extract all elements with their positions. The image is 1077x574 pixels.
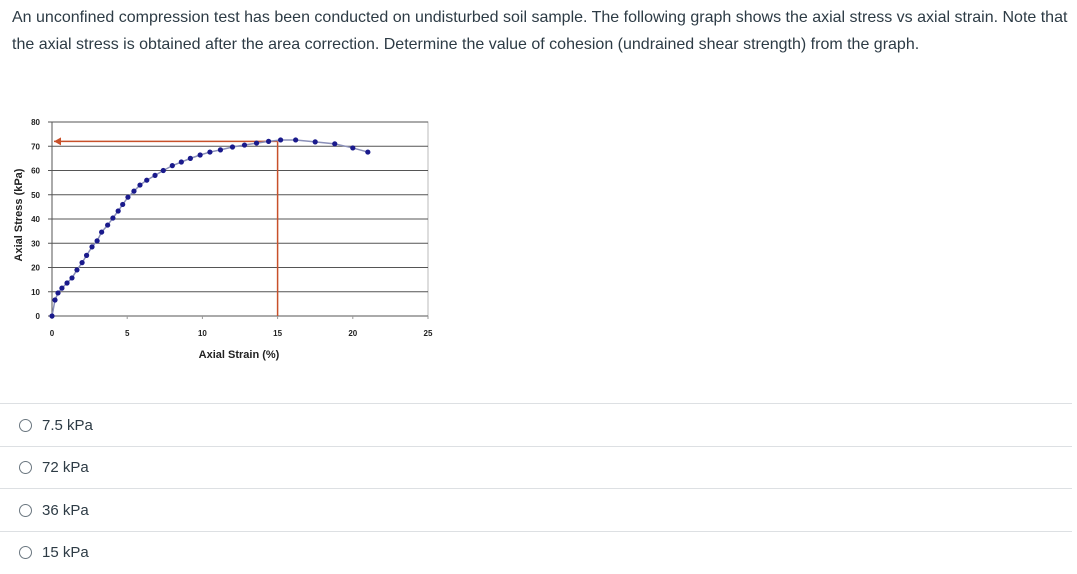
option-label[interactable]: 36 kPa: [42, 501, 89, 519]
y-tick-label: 10: [31, 288, 40, 297]
y-axis-title: Axial Stress (kPa): [13, 168, 25, 261]
x-tick-label: 0: [50, 329, 55, 338]
x-axis-title: Axial Strain (%): [199, 349, 280, 361]
data-point: [253, 140, 260, 146]
data-point: [69, 275, 75, 281]
data-point: [169, 163, 175, 169]
y-tick-label: 80: [31, 118, 40, 127]
data-point: [120, 201, 126, 208]
data-point: [217, 147, 224, 153]
data-point: [125, 194, 131, 200]
radio-button[interactable]: [19, 418, 32, 432]
x-tick-label: 20: [348, 329, 357, 338]
y-tick-label: 50: [31, 191, 40, 200]
data-point: [99, 229, 105, 235]
data-point: [293, 137, 299, 143]
data-point: [207, 149, 213, 155]
answer-option[interactable]: 15 kPa: [0, 530, 1072, 574]
y-tick-label: 70: [31, 142, 40, 151]
data-point: [83, 252, 90, 258]
data-point: [52, 297, 58, 303]
y-tick-label: 0: [36, 312, 41, 321]
data-point: [265, 138, 272, 144]
radio-button[interactable]: [19, 546, 32, 559]
answer-option[interactable]: 72 kPa: [0, 445, 1072, 489]
data-point: [229, 144, 236, 150]
data-point: [59, 285, 65, 291]
data-point: [74, 267, 80, 273]
question-text: An unconfined compression test has been …: [12, 9, 1068, 53]
data-point: [241, 142, 248, 148]
data-point: [49, 313, 55, 319]
y-tick-label: 20: [31, 264, 40, 273]
data-point: [178, 159, 184, 165]
radio-button[interactable]: [19, 461, 32, 474]
y-tick-label: 40: [31, 215, 40, 224]
data-point: [152, 172, 158, 178]
data-point: [79, 260, 85, 266]
radio-button[interactable]: [19, 503, 32, 517]
data-point: [332, 141, 338, 147]
data-point: [187, 155, 193, 161]
data-point: [131, 188, 137, 194]
answer-option[interactable]: 7.5 kPa: [0, 403, 1072, 446]
x-tick-label: 25: [424, 329, 433, 338]
data-point: [278, 137, 284, 143]
option-label[interactable]: 7.5 kPa: [42, 416, 93, 434]
data-point: [197, 152, 203, 158]
data-point: [350, 145, 356, 151]
reference-arrow: [54, 137, 61, 146]
x-tick-label: 5: [125, 329, 130, 338]
option-label[interactable]: 72 kPa: [42, 459, 89, 476]
x-tick-label: 15: [273, 329, 282, 338]
data-point: [144, 177, 150, 183]
data-point: [64, 280, 70, 286]
x-tick-label: 10: [198, 329, 207, 338]
answer-option[interactable]: 36 kPa: [0, 488, 1072, 531]
data-point: [115, 208, 121, 214]
data-point: [312, 139, 318, 145]
data-point: [110, 215, 116, 221]
data-point: [94, 238, 100, 244]
data-point: [105, 222, 111, 228]
data-point: [55, 290, 61, 296]
option-label[interactable]: 15 kPa: [42, 544, 89, 561]
y-tick-label: 60: [31, 167, 40, 176]
data-point: [365, 149, 371, 155]
y-tick-label: 30: [31, 239, 40, 248]
chart: Axial Stress (kPa) Axial Strain (%) 0 10 2…: [13, 118, 433, 361]
data-point: [137, 182, 143, 188]
data-point: [160, 167, 166, 174]
data-point: [89, 244, 95, 250]
